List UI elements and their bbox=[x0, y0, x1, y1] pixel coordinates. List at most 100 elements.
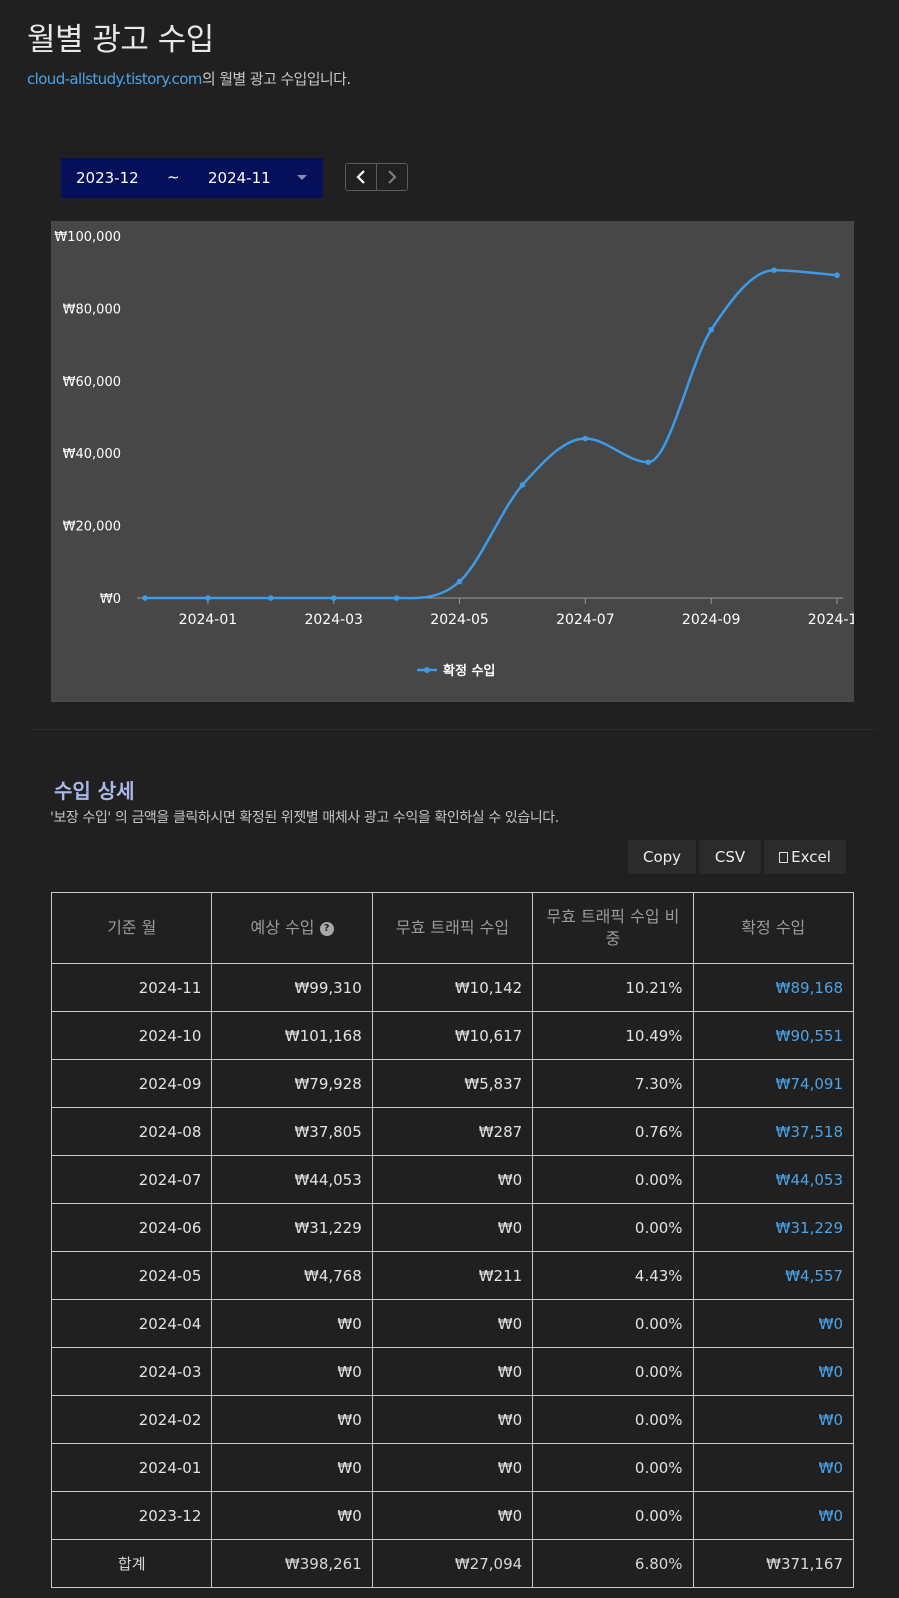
series-line bbox=[145, 268, 838, 600]
y-tick-label: ₩0 bbox=[100, 592, 121, 607]
expected-cell: ₩79,928 bbox=[211, 1059, 373, 1108]
table-row: 2024-04 ₩0 ₩0 0.00% ₩0 bbox=[50, 1299, 855, 1348]
expected-cell: ₩44,053 bbox=[211, 1155, 373, 1204]
expected-cell: ₩0 bbox=[211, 1395, 373, 1444]
confirmed-cell[interactable]: ₩0 bbox=[692, 1395, 855, 1444]
month-cell: 2024-05 bbox=[50, 1251, 213, 1300]
expected-cell: ₩99,310 bbox=[211, 963, 373, 1012]
col-month[interactable]: 기준 월 bbox=[50, 892, 213, 964]
chart-svg: ₩0 ₩20,000 ₩40,000 ₩60,000 ₩80,000 ₩100,000 20… bbox=[54, 230, 854, 679]
question-icon[interactable]: ? bbox=[319, 921, 334, 936]
caret-down-icon bbox=[297, 175, 307, 180]
col-invalid[interactable]: 무효 트래픽 수입 bbox=[371, 892, 534, 964]
excel-button[interactable]: Excel bbox=[764, 840, 846, 874]
month-cell: 2024-02 bbox=[50, 1395, 213, 1444]
table-row: 2024-02 ₩0 ₩0 0.00% ₩0 bbox=[50, 1395, 855, 1444]
data-point bbox=[519, 482, 526, 488]
confirmed-cell[interactable]: ₩37,518 bbox=[692, 1107, 855, 1156]
x-tick-label: 2024-01 bbox=[179, 612, 238, 628]
data-point bbox=[330, 595, 337, 601]
invalid-cell: ₩0 bbox=[371, 1395, 534, 1444]
expected-cell: ₩4,768 bbox=[211, 1251, 373, 1300]
x-tick-label: 2024-03 bbox=[304, 612, 363, 628]
total-invalid-ratio-cell: 6.80% bbox=[532, 1539, 694, 1588]
invalid-ratio-cell: 7.30% bbox=[532, 1059, 694, 1108]
table-row: 2024-03 ₩0 ₩0 0.00% ₩0 bbox=[50, 1347, 855, 1396]
confirmed-cell[interactable]: ₩0 bbox=[692, 1491, 855, 1540]
month-pager bbox=[345, 163, 408, 191]
confirmed-cell[interactable]: ₩44,053 bbox=[692, 1155, 855, 1204]
revenue-table: 기준 월 예상 수입 ? 무효 트래픽 수입 무효 트래픽 수입 비중 확정 수… bbox=[50, 892, 855, 1588]
table-row: 2024-11 ₩99,310 ₩10,142 10.21% ₩89,168 bbox=[50, 963, 855, 1012]
chevron-left-icon bbox=[356, 170, 365, 184]
export-buttons: Copy CSV Excel bbox=[628, 840, 846, 874]
table-row: 2024-08 ₩37,805 ₩287 0.76% ₩37,518 bbox=[50, 1107, 855, 1156]
data-point bbox=[268, 595, 274, 601]
invalid-cell: ₩0 bbox=[371, 1203, 534, 1252]
expected-cell: ₩0 bbox=[211, 1443, 373, 1492]
y-tick-label: ₩40,000 bbox=[63, 447, 121, 462]
confirmed-cell[interactable]: ₩90,551 bbox=[692, 1011, 855, 1060]
copy-button[interactable]: Copy bbox=[628, 840, 696, 874]
prev-button[interactable] bbox=[346, 164, 377, 190]
confirmed-cell[interactable]: ₩0 bbox=[692, 1299, 855, 1348]
confirmed-cell[interactable]: ₩74,091 bbox=[692, 1059, 855, 1108]
table-header-row: 기준 월 예상 수입 ? 무효 트래픽 수입 무효 트래픽 수입 비중 확정 수… bbox=[50, 892, 855, 964]
table-row: 2024-05 ₩4,768 ₩211 4.43% ₩4,557 bbox=[50, 1251, 855, 1300]
x-tick-label: 2024-05 bbox=[430, 612, 489, 628]
confirmed-cell[interactable]: ₩0 bbox=[692, 1347, 855, 1396]
table-row: 2024-10 ₩101,168 ₩10,617 10.49% ₩90,551 bbox=[50, 1011, 855, 1060]
data-point bbox=[771, 267, 777, 274]
legend-label: 확정 수입 bbox=[443, 663, 495, 679]
site-link[interactable]: cloud-allstudy.tistory.com bbox=[27, 70, 202, 88]
table-row: 2024-09 ₩79,928 ₩5,837 7.30% ₩74,091 bbox=[50, 1059, 855, 1108]
invalid-ratio-cell: 0.00% bbox=[532, 1347, 694, 1396]
confirmed-cell[interactable]: ₩4,557 bbox=[692, 1251, 855, 1300]
subtitle-suffix: 의 월별 광고 수입입니다. bbox=[201, 70, 351, 88]
invalid-cell: ₩0 bbox=[371, 1443, 534, 1492]
col-confirmed[interactable]: 확정 수입 bbox=[692, 892, 855, 964]
csv-button[interactable]: CSV bbox=[699, 840, 761, 874]
col-expected[interactable]: 예상 수입 ? bbox=[211, 892, 373, 964]
revenue-chart: ₩0 ₩20,000 ₩40,000 ₩60,000 ₩80,000 ₩100,000 20… bbox=[51, 221, 854, 702]
expected-cell: ₩37,805 bbox=[211, 1107, 373, 1156]
total-confirmed-cell: ₩371,167 bbox=[692, 1539, 855, 1588]
invalid-cell: ₩0 bbox=[371, 1155, 534, 1204]
month-cell: 2024-01 bbox=[50, 1443, 213, 1492]
expected-cell: ₩0 bbox=[211, 1347, 373, 1396]
month-cell: 2024-04 bbox=[50, 1299, 213, 1348]
invalid-ratio-cell: 0.00% bbox=[532, 1443, 694, 1492]
month-cell: 2023-12 bbox=[50, 1491, 213, 1540]
x-tick-label: 2024-09 bbox=[682, 612, 741, 628]
total-invalid-cell: ₩27,094 bbox=[371, 1539, 534, 1588]
expected-cell: ₩0 bbox=[211, 1491, 373, 1540]
expected-cell: ₩101,168 bbox=[211, 1011, 373, 1060]
section-divider bbox=[30, 729, 877, 730]
expected-cell: ₩31,229 bbox=[211, 1203, 373, 1252]
excel-button-label: Excel bbox=[791, 848, 831, 866]
legend-marker bbox=[424, 667, 430, 673]
invalid-cell: ₩287 bbox=[371, 1107, 534, 1156]
data-point bbox=[456, 578, 463, 585]
invalid-ratio-cell: 0.76% bbox=[532, 1107, 694, 1156]
data-point bbox=[393, 595, 400, 601]
month-cell: 2024-09 bbox=[50, 1059, 213, 1108]
invalid-cell: ₩10,617 bbox=[371, 1011, 534, 1060]
invalid-cell: ₩0 bbox=[371, 1347, 534, 1396]
excel-file-icon bbox=[779, 851, 789, 863]
table-row: 2024-06 ₩31,229 ₩0 0.00% ₩31,229 bbox=[50, 1203, 855, 1252]
confirmed-cell[interactable]: ₩31,229 bbox=[692, 1203, 855, 1252]
date-range-picker[interactable]: 2023-12 ~ 2024-11 bbox=[61, 158, 323, 198]
confirmed-cell[interactable]: ₩0 bbox=[692, 1443, 855, 1492]
col-invalid-ratio[interactable]: 무효 트래픽 수입 비중 bbox=[532, 892, 694, 964]
confirmed-cell[interactable]: ₩89,168 bbox=[692, 963, 855, 1012]
details-description: '보장 수입' 의 금액을 클릭하시면 확정된 위젯별 매체사 광고 수익을 확… bbox=[50, 810, 559, 826]
data-point bbox=[645, 459, 652, 465]
invalid-ratio-cell: 0.00% bbox=[532, 1395, 694, 1444]
data-point bbox=[708, 326, 714, 333]
invalid-ratio-cell: 10.21% bbox=[532, 963, 694, 1012]
month-cell: 2024-07 bbox=[50, 1155, 213, 1204]
invalid-ratio-cell: 0.00% bbox=[532, 1155, 694, 1204]
invalid-ratio-cell: 0.00% bbox=[532, 1299, 694, 1348]
next-button[interactable] bbox=[377, 164, 407, 190]
